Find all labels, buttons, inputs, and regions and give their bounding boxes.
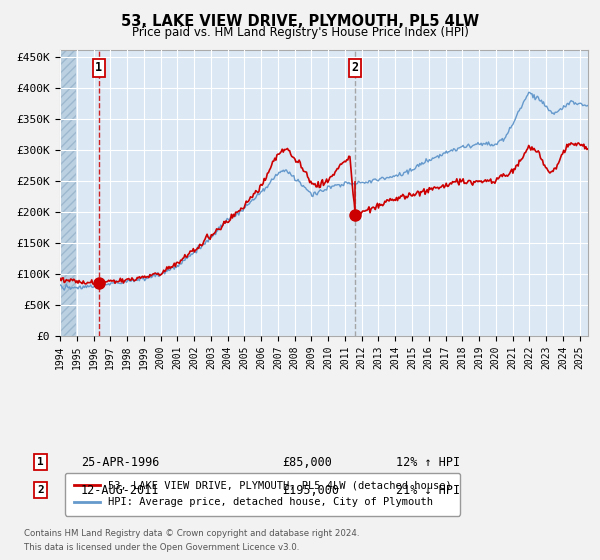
Text: 2: 2 [37,485,44,495]
Text: 1: 1 [37,457,44,467]
Text: £195,000: £195,000 [282,483,339,497]
Text: 1: 1 [95,61,102,74]
Text: 12-AUG-2011: 12-AUG-2011 [81,483,160,497]
Bar [60,50,76,336]
Text: Price paid vs. HM Land Registry's House Price Index (HPI): Price paid vs. HM Land Registry's House … [131,26,469,39]
Text: 21% ↓ HPI: 21% ↓ HPI [396,483,460,497]
Text: This data is licensed under the Open Government Licence v3.0.: This data is licensed under the Open Gov… [24,543,299,552]
Text: 2: 2 [352,61,359,74]
Text: £85,000: £85,000 [282,455,332,469]
Text: Contains HM Land Registry data © Crown copyright and database right 2024.: Contains HM Land Registry data © Crown c… [24,529,359,538]
Legend: 53, LAKE VIEW DRIVE, PLYMOUTH, PL5 4LW (detached house), HPI: Average price, det: 53, LAKE VIEW DRIVE, PLYMOUTH, PL5 4LW (… [65,473,460,516]
Text: 25-APR-1996: 25-APR-1996 [81,455,160,469]
Text: 12% ↑ HPI: 12% ↑ HPI [396,455,460,469]
Text: 53, LAKE VIEW DRIVE, PLYMOUTH, PL5 4LW: 53, LAKE VIEW DRIVE, PLYMOUTH, PL5 4LW [121,14,479,29]
